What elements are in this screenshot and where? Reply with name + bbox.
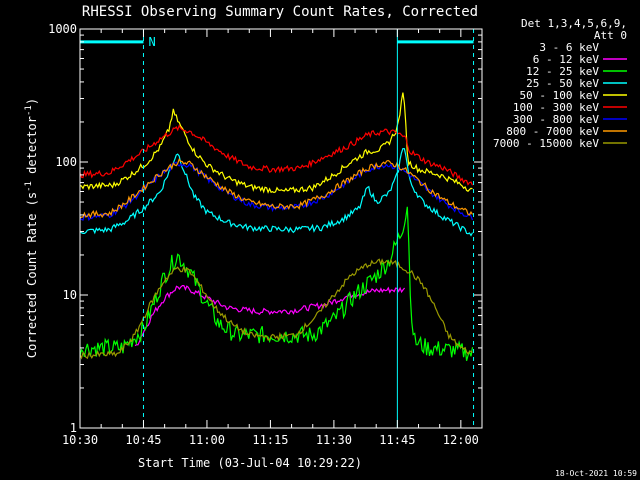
y-tick-label: 1000 [48, 22, 77, 36]
night-marker-label: N [148, 35, 155, 49]
series-line-6-12-kev [134, 285, 406, 347]
marker-layer [80, 29, 475, 428]
x-axis-label: Start Time (03-Jul-04 10:29:22) [138, 456, 362, 470]
series-line-3-6-kev [80, 315, 405, 429]
y-tick-label: 100 [55, 155, 77, 169]
chart-title: RHESSI Observing Summary Count Rates, Co… [82, 4, 478, 20]
legend-label: 25 - 50 keV [526, 77, 599, 90]
x-tick-label: 11:45 [379, 433, 415, 447]
series-line-800-7000-kev [79, 158, 474, 219]
x-axis-ticks: 10:30 10:45 11:00 11:15 11:30 11:45 12:00 [62, 29, 483, 447]
legend-label: 50 - 100 keV [520, 89, 600, 102]
legend-label: 6 - 12 keV [533, 53, 600, 66]
legend-label: 12 - 25 keV [526, 65, 599, 78]
x-tick-label: 11:00 [189, 433, 225, 447]
plot-frame [79, 28, 483, 429]
legend-label: 300 - 800 keV [513, 113, 599, 126]
legend-label: 7000 - 15000 keV [493, 137, 599, 150]
legend-label: 800 - 7000 keV [506, 125, 599, 138]
legend-label: 3 - 6 keV [539, 41, 599, 54]
x-tick-label: 10:45 [125, 433, 161, 447]
series-line-100-300-kev [79, 124, 474, 186]
x-tick-label: 12:00 [443, 433, 479, 447]
legend-header-attenuator: Att 0 [594, 29, 627, 42]
y-axis-label: Corrected Count Rate (s-1 detector-1) [24, 98, 39, 358]
series-line-25-50-kev [79, 147, 474, 237]
generation-timestamp: 18-Oct-2021 10:59 [555, 469, 637, 478]
series-line-7000-15000-kev [79, 258, 473, 360]
y-axis-ticks: 1 10 100 1000 [48, 22, 482, 435]
y-tick-label: 1 [70, 421, 77, 435]
series-layer [79, 92, 474, 429]
series-line-50-100-kev [79, 92, 473, 194]
series-line-12-25-kev [79, 206, 474, 361]
x-tick-label: 10:30 [62, 433, 98, 447]
x-tick-label: 11:15 [252, 433, 288, 447]
legend-label: 100 - 300 keV [513, 101, 599, 114]
y-tick-label: 10 [63, 288, 77, 302]
x-tick-label: 11:30 [316, 433, 352, 447]
legend-header-detectors: Det 1,3,4,5,6,9, [521, 17, 627, 30]
